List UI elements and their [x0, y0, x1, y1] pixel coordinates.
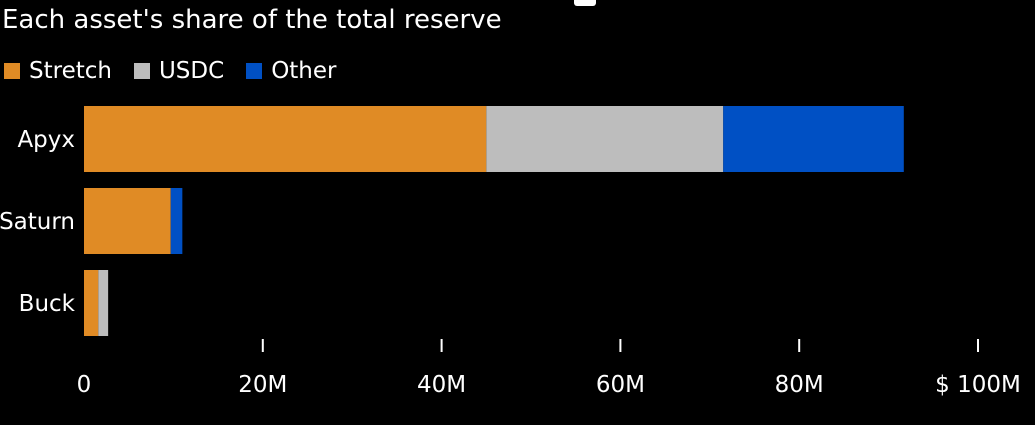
- bar-apyx-usdc: [486, 106, 724, 172]
- bar-apyx-stretch: [84, 106, 487, 172]
- bar-apyx-other: [723, 106, 904, 172]
- x-tick-label: 20M: [238, 372, 287, 398]
- x-tick-label: $ 100M: [935, 372, 1021, 398]
- bar-saturn-other: [170, 188, 183, 254]
- legend-item-usdc: USDC: [133, 58, 225, 84]
- clipped-title-fragment: [560, 0, 1030, 6]
- category-label-buck: Buck: [19, 291, 76, 317]
- legend-label-stretch: Stretch: [29, 58, 112, 84]
- legend-label-usdc: USDC: [158, 58, 225, 84]
- x-tick-label: 0: [77, 372, 92, 398]
- bar-buck-usdc: [98, 270, 109, 336]
- legend-label-other: Other: [271, 58, 337, 84]
- x-tick-label: 40M: [417, 372, 466, 398]
- x-tick-label: 60M: [596, 372, 645, 398]
- x-tick-label: 80M: [775, 372, 824, 398]
- bar-buck-stretch: [84, 270, 99, 336]
- legend-item-other: Other: [246, 58, 337, 84]
- chart-legend: Stretch USDC Other: [4, 58, 359, 84]
- legend-swatch-other: [246, 63, 263, 79]
- legend-item-stretch: Stretch: [4, 58, 112, 84]
- legend-swatch-stretch: [4, 63, 20, 79]
- category-label-apyx: Apyx: [17, 127, 75, 153]
- legend-swatch-usdc: [133, 63, 150, 79]
- category-label-saturn: Saturn: [0, 209, 75, 235]
- chart-subtitle: Each asset's share of the total reserve: [2, 5, 502, 35]
- bar-saturn-stretch: [84, 188, 171, 254]
